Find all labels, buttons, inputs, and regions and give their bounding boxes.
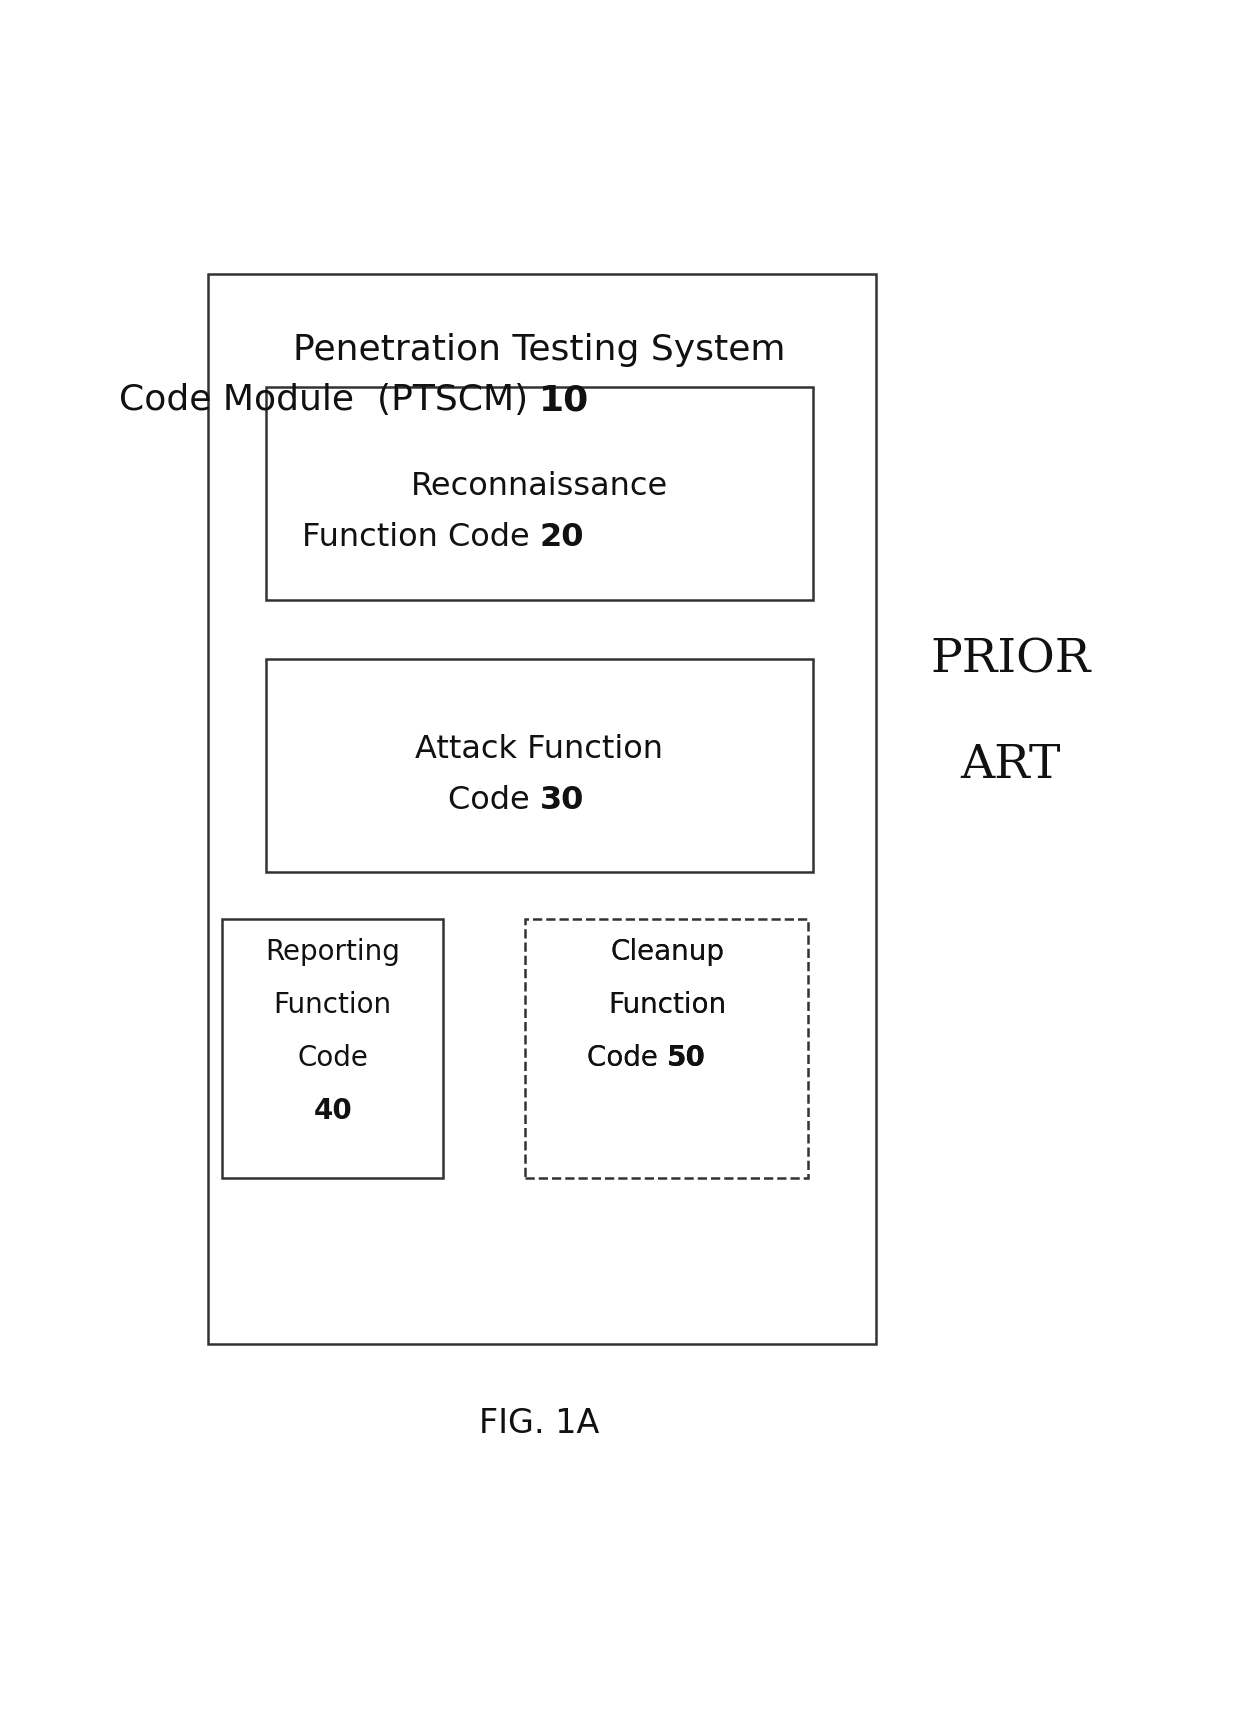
- Text: 50: 50: [667, 1045, 706, 1072]
- Text: 20: 20: [539, 522, 584, 553]
- Text: Function: Function: [608, 991, 727, 1019]
- Bar: [265, 387, 813, 599]
- Text: PRIOR: PRIOR: [930, 637, 1090, 682]
- Text: Function Code: Function Code: [301, 522, 539, 553]
- Text: FIG. 1A: FIG. 1A: [479, 1408, 600, 1440]
- Text: Penetration Testing System: Penetration Testing System: [293, 333, 786, 366]
- Text: ART: ART: [960, 743, 1060, 789]
- Bar: [265, 660, 813, 872]
- Text: Cleanup: Cleanup: [610, 938, 724, 965]
- Text: 50: 50: [667, 1045, 706, 1072]
- Text: Code: Code: [298, 1045, 368, 1072]
- Text: Function: Function: [274, 991, 392, 1019]
- Bar: [525, 919, 808, 1178]
- Text: Code: Code: [448, 784, 539, 815]
- Text: Cleanup: Cleanup: [610, 938, 724, 965]
- Text: 10: 10: [539, 383, 590, 416]
- Bar: [208, 273, 875, 1344]
- Bar: [222, 919, 444, 1178]
- Text: 30: 30: [539, 784, 584, 815]
- Text: Code: Code: [588, 1045, 667, 1072]
- Text: Function: Function: [608, 991, 727, 1019]
- Text: Reconnaissance: Reconnaissance: [410, 471, 668, 503]
- Text: Code Module  (PTSCM): Code Module (PTSCM): [119, 383, 539, 416]
- Text: Attack Function: Attack Function: [415, 734, 663, 765]
- Text: Reporting: Reporting: [265, 938, 401, 965]
- Text: Code: Code: [588, 1045, 667, 1072]
- Text: 40: 40: [314, 1097, 352, 1126]
